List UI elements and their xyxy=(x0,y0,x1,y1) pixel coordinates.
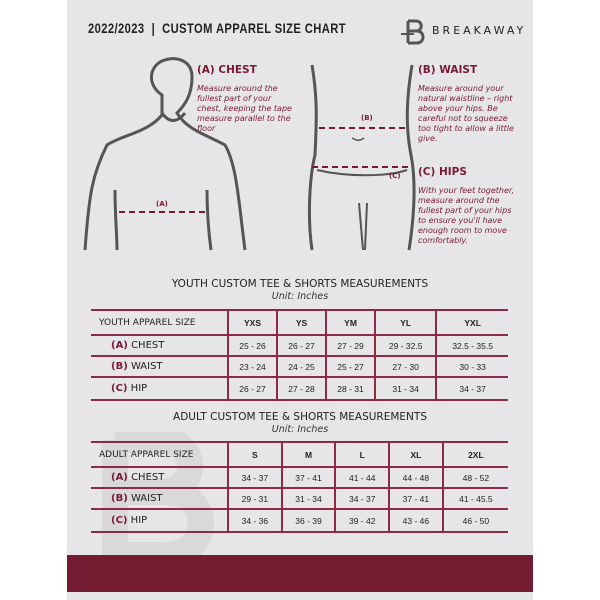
hips-description: With your feet together, measure around … xyxy=(418,186,515,245)
table-row: (C) HIP 26 - 27 27 - 28 28 - 31 31 - 34 34 - … xyxy=(91,376,508,401)
adult-unit: Unit: Inches xyxy=(271,424,329,435)
cell: 27 - 28 xyxy=(276,376,327,401)
cell: 31 - 34 xyxy=(280,487,336,509)
header-cell: M xyxy=(280,441,336,467)
header-cell: YOUTH APPAREL SIZE xyxy=(91,309,228,335)
cell: 26 - 27 xyxy=(276,334,327,356)
table-header-row: YOUTH APPAREL SIZE YXS YS YM YL YXL xyxy=(91,309,508,335)
header-cell: S xyxy=(227,441,282,467)
cell: 27 - 30 xyxy=(374,355,437,377)
table-row: (A) CHEST 25 - 26 26 - 27 27 - 29 29 - 32.5 3… xyxy=(91,334,508,356)
header-cell: L xyxy=(334,441,390,467)
row-label: (B) WAIST xyxy=(91,355,228,377)
header-cell: YL xyxy=(374,309,437,335)
table-row: (B) WAIST 23 - 24 24 - 25 25 - 27 27 - 30 30 … xyxy=(91,355,508,377)
cell: 43 - 46 xyxy=(388,508,443,533)
cell: 37 - 41 xyxy=(280,466,336,488)
cell: 34 - 37 xyxy=(435,376,508,401)
cell: 46 - 50 xyxy=(441,508,508,533)
cell: 25 - 26 xyxy=(226,334,278,356)
cell: 27 - 29 xyxy=(325,334,376,356)
table-header-row: ADULT APPAREL SIZE S M L XL 2XL xyxy=(91,441,508,467)
header-cell: YM xyxy=(325,309,376,335)
lower-body-figure xyxy=(307,64,416,251)
cell: 25 - 27 xyxy=(325,355,376,377)
table-row: (B) WAIST 29 - 31 31 - 34 34 - 37 37 - 41 41 … xyxy=(91,487,508,509)
page-title: 2022/2023 | CUSTOM APPAREL SIZE CHART xyxy=(88,20,346,36)
waist-heading: (B) WAIST xyxy=(418,64,478,76)
row-label: (A) CHEST xyxy=(91,466,228,488)
cell: 41 - 45.5 xyxy=(441,487,508,509)
row-label: (A) CHEST xyxy=(91,334,228,356)
cell: 34 - 37 xyxy=(334,487,390,509)
cell: 44 - 48 xyxy=(388,466,443,488)
cell: 29 - 32.5 xyxy=(374,334,437,356)
adult-table-title: ADULT CUSTOM TEE & SHORTS MEASUREMENTS xyxy=(173,411,427,423)
waist-marker: (B) xyxy=(361,114,373,122)
chest-description: Measure around the fullest part of your … xyxy=(197,84,292,133)
chest-marker: (A) xyxy=(156,200,168,208)
youth-table-title: YOUTH CUSTOM TEE & SHORTS MEASUREMENTS xyxy=(171,278,429,290)
body-figures xyxy=(83,57,416,251)
cell: 36 - 39 xyxy=(280,508,336,533)
header-cell: YS xyxy=(276,309,327,335)
header-cell: ADULT APPAREL SIZE xyxy=(91,441,228,467)
youth-size-table: YOUTH APPAREL SIZE YXS YS YM YL YXL (A) … xyxy=(91,309,508,401)
cell: 31 - 34 xyxy=(374,376,437,401)
cell: 37 - 41 xyxy=(388,487,443,509)
cell: 24 - 25 xyxy=(276,355,327,377)
youth-unit: Unit: Inches xyxy=(271,291,329,302)
chest-heading: (A) CHEST xyxy=(197,64,257,76)
adult-size-table: ADULT APPAREL SIZE S M L XL 2XL (A) CHES… xyxy=(91,441,508,533)
cell: 23 - 24 xyxy=(226,355,278,377)
hips-marker: (C) xyxy=(389,172,401,180)
row-label: (C) HIP xyxy=(91,376,228,401)
cell: 48 - 52 xyxy=(441,466,508,488)
header-cell: 2XL xyxy=(441,441,508,467)
cell: 28 - 31 xyxy=(325,376,376,401)
upper-body-figure xyxy=(83,57,247,251)
hips-heading: (C) HIPS xyxy=(418,166,467,178)
cell: 41 - 44 xyxy=(334,466,390,488)
header-cell: YXL xyxy=(435,309,508,335)
cell: 30 - 33 xyxy=(435,355,508,377)
cell: 34 - 36 xyxy=(227,508,282,533)
waist-description: Measure around your natural waistline – … xyxy=(418,84,514,143)
table-row: (C) HIP 34 - 36 36 - 39 39 - 42 43 - 46 46 - … xyxy=(91,508,508,533)
cell: 29 - 31 xyxy=(227,487,282,509)
cell: 34 - 37 xyxy=(227,466,282,488)
header-cell: YXS xyxy=(226,309,278,335)
table-row: (A) CHEST 34 - 37 37 - 41 41 - 44 44 - 48 48 … xyxy=(91,466,508,488)
row-label: (C) HIP xyxy=(91,508,228,533)
cell: 39 - 42 xyxy=(334,508,390,533)
row-label: (B) WAIST xyxy=(91,487,228,509)
footer-band xyxy=(67,555,533,592)
cell: 32.5 - 35.5 xyxy=(435,334,508,356)
brand-name: BREAKAWAY xyxy=(432,24,527,37)
cell: 26 - 27 xyxy=(226,376,278,401)
breakaway-logo-icon xyxy=(401,19,425,45)
header-cell: XL xyxy=(388,441,443,467)
